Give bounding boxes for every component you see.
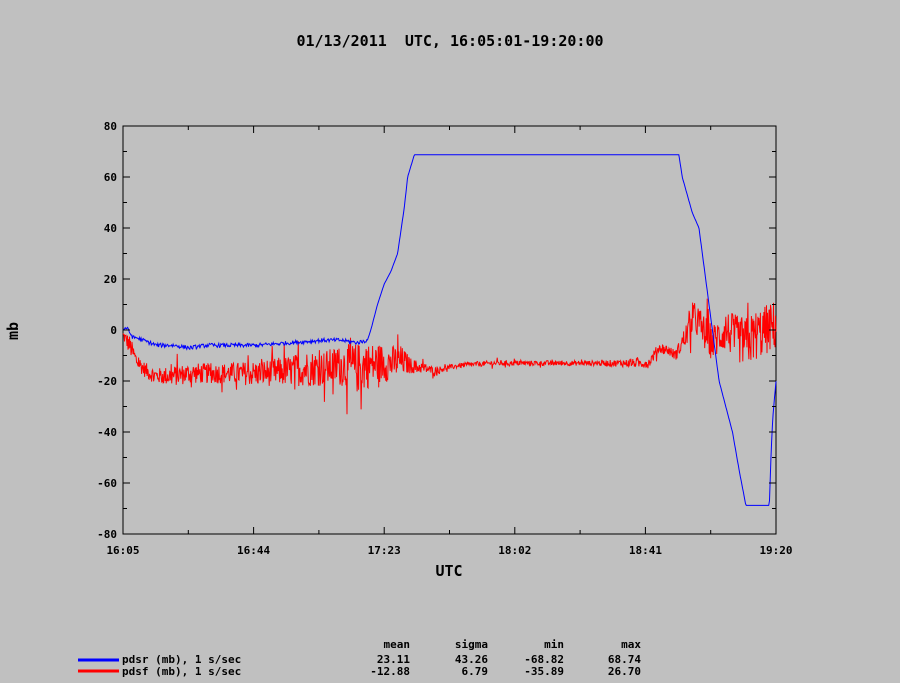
x-tick-label: 16:05	[106, 544, 139, 557]
y-tick-label: -20	[97, 375, 117, 388]
y-tick-label: -60	[97, 477, 117, 490]
x-tick-label: 19:20	[759, 544, 792, 557]
series-line-pdsr	[122, 154, 777, 506]
y-tick-label: 80	[104, 120, 117, 133]
legend	[78, 658, 119, 673]
x-tick-label: 16:44	[237, 544, 270, 557]
plot-area	[122, 125, 777, 535]
y-tick-label: 40	[104, 222, 117, 235]
x-tick-label: 17:23	[368, 544, 401, 557]
x-tick-label: 18:41	[629, 544, 662, 557]
y-tick-label: 20	[104, 273, 117, 286]
plot-frame	[122, 125, 777, 535]
y-axis-label: mb	[4, 322, 22, 340]
series-line-pdsf	[122, 298, 777, 415]
x-axis-label: UTC	[435, 562, 462, 580]
y-tick-label: -80	[97, 528, 117, 541]
y-tick-label: 0	[110, 324, 117, 337]
series-layer	[122, 154, 777, 506]
y-tick-label: 60	[104, 171, 117, 184]
axis-layer: -80 -60 -40 -20 0 20 40 60 80 16:05 16:44 17:23 18:0…	[97, 120, 792, 557]
chart-title: 01/13/2011 UTC, 16:05:01-19:20:00	[296, 32, 603, 50]
y-tick-label: -40	[97, 426, 117, 439]
x-tick-label: 18:02	[498, 544, 531, 557]
